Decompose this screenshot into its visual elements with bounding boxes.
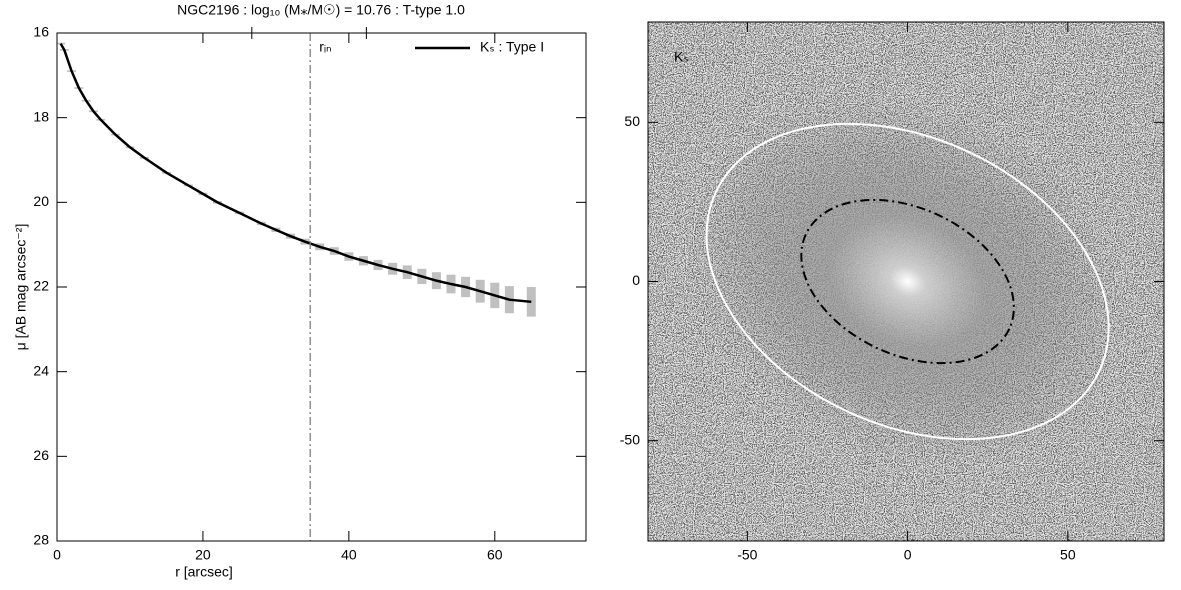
y-tick-label: 26 bbox=[33, 447, 49, 463]
image-area bbox=[648, 22, 1164, 541]
y-tick-label: -50 bbox=[620, 431, 640, 447]
x-tick-label: 0 bbox=[53, 547, 61, 563]
aperture-ellipse bbox=[800, 198, 1015, 365]
y-tick-label: 50 bbox=[624, 113, 640, 129]
x-tick-label: -50 bbox=[737, 547, 757, 563]
y-tick-label: 20 bbox=[33, 193, 49, 209]
profile-line bbox=[59, 42, 532, 304]
image-plot: Kₛ -50 0 50 -50 0 50 bbox=[620, 21, 1165, 563]
legend-label: Kₛ : Type I bbox=[480, 39, 544, 55]
y-tick-label: 18 bbox=[33, 108, 49, 124]
plot-area bbox=[57, 42, 536, 317]
y-tick-label: 24 bbox=[33, 362, 49, 378]
x-tick-label: 60 bbox=[487, 547, 503, 563]
y-tick-label: 0 bbox=[632, 272, 640, 288]
y-axis-label: μ [AB mag arcsec⁻²] bbox=[13, 224, 29, 351]
x-tick-label: 40 bbox=[341, 547, 357, 563]
x-tick-label: 0 bbox=[904, 547, 912, 563]
y-tick-label: 16 bbox=[33, 24, 49, 40]
chart-title: NGC2196 : log₁₀ (M⁎/M☉) = 10.76 : T-type… bbox=[177, 2, 465, 18]
profile-plot: Kₛ : Type I rᵢₙ 0 20 40 60 16 18 20 22 24 26 28 bbox=[33, 24, 587, 563]
band-label: Kₛ bbox=[674, 49, 689, 65]
x-axis-label: r [arcsec] bbox=[175, 564, 233, 580]
x-tick-label: 50 bbox=[1060, 547, 1076, 563]
y-tick-label: 28 bbox=[33, 532, 49, 548]
galaxy-glow bbox=[686, 95, 1129, 468]
aperture-ellipse bbox=[705, 122, 1110, 441]
y-tick-label: 22 bbox=[33, 278, 49, 294]
x-tick-label: 20 bbox=[195, 547, 211, 563]
r-in-label: rᵢₙ bbox=[319, 39, 331, 55]
